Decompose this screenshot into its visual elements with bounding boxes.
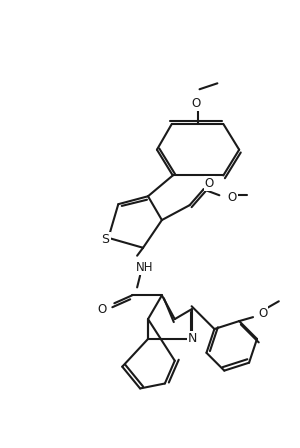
Text: O: O <box>191 97 200 110</box>
Text: NH: NH <box>136 261 154 274</box>
Text: N: N <box>188 332 197 345</box>
Text: O: O <box>227 191 236 204</box>
Text: O: O <box>97 303 106 316</box>
Text: O: O <box>205 177 214 190</box>
Text: S: S <box>101 233 110 246</box>
Text: O: O <box>258 307 267 320</box>
